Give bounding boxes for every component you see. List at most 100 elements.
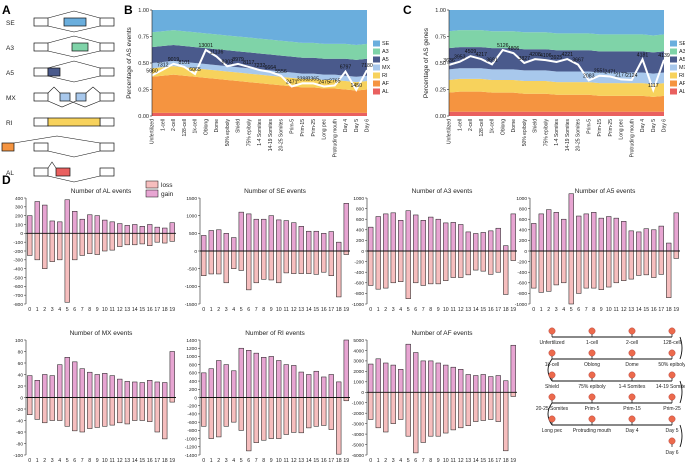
bar-gain [64, 357, 70, 398]
exon-right [99, 92, 115, 102]
legend-label-se: SE [382, 41, 390, 47]
bar-loss [420, 392, 426, 443]
bar-loss [261, 397, 267, 441]
y-tick-label: 1000 [353, 380, 364, 386]
bar-gain [321, 233, 327, 252]
x-tick-label: 2 [43, 458, 46, 464]
bar-loss [531, 250, 537, 289]
x-tick-label: Day 6 [365, 119, 371, 132]
exon-right [99, 67, 115, 77]
bar-chart-d-se: Number of SE events 1500 1000 500 0 -500 -1000… [185, 188, 350, 313]
legend-swatch-af [373, 80, 380, 87]
bar-gain [216, 229, 222, 252]
bar-loss [398, 392, 404, 420]
bar-gain [154, 226, 160, 234]
x-tick-label: 17 [328, 458, 334, 464]
x-tick-label: 14 [306, 307, 312, 313]
bar-gain [109, 221, 115, 234]
x-tick-label: Prim-5 [289, 119, 295, 134]
bar-gain [398, 369, 404, 393]
exon-right [99, 17, 115, 27]
x-tick-label: 19 [343, 307, 349, 313]
y-tick-label: -20 [16, 407, 23, 413]
bar-gain [643, 228, 649, 252]
y-tick-label: 0.50 [435, 61, 446, 67]
bar-loss [154, 233, 160, 243]
bar-loss [458, 250, 464, 278]
bar-loss [147, 397, 153, 422]
bar-gain [276, 219, 282, 252]
bar-loss [283, 397, 289, 435]
count-label: 1117 [648, 83, 659, 89]
y-tick-label: -800 [354, 291, 364, 297]
bar-loss [79, 397, 85, 433]
legend-label-ri: RI [679, 73, 685, 79]
bar-gain [343, 203, 349, 252]
x-tick-label: 11 [614, 307, 619, 313]
bar-loss [268, 250, 274, 281]
x-tick-label: 8 [429, 307, 432, 313]
bar-loss [480, 250, 486, 272]
y-axis-label: Percentage of AS genes [423, 27, 430, 98]
y-tick-label: -1000 [352, 302, 365, 308]
x-tick-label: 10 [443, 307, 449, 313]
x-tick-label: 1 [210, 307, 213, 313]
flow-turn [547, 358, 553, 382]
x-tick-label: 0 [369, 458, 372, 464]
count-label: 7232 [254, 63, 266, 69]
bar-gain [510, 213, 516, 252]
legend-label-a3: A3 [679, 49, 685, 55]
bar-gain [458, 224, 464, 252]
bar-gain [117, 223, 123, 234]
x-tick-label: 2-cell [468, 119, 474, 131]
x-tick-label: 128-cell [182, 119, 188, 137]
stage-marker [668, 371, 676, 379]
bar-loss [231, 397, 237, 423]
bar-loss [383, 250, 389, 289]
x-tick-label: Unfertilized [447, 119, 453, 144]
x-tick-label: 15 [643, 307, 649, 313]
bar-gain [658, 225, 664, 252]
count-label: 3398 [297, 76, 309, 82]
x-tick-label: 1-cell [160, 119, 166, 131]
y-tick-label: -80 [16, 441, 23, 447]
x-tick-label: 128-cell [479, 119, 485, 137]
y-tick-label: -200 [13, 249, 23, 255]
bar-gain [94, 215, 100, 234]
bar-loss [313, 397, 319, 427]
bar-chart-d-af: Number of AF events 5000 4000 3000 2000 1000 0… [352, 330, 517, 464]
bar-gain [413, 352, 419, 393]
x-tick-label: 9 [270, 458, 273, 464]
bar-gain [117, 378, 123, 398]
y-tick-label: 0 [20, 231, 23, 237]
bar-loss [336, 397, 342, 455]
x-tick-label: 20-25 Somites [279, 119, 285, 152]
x-tick-label: 7 [422, 307, 425, 313]
schematic-label-a5: A5 [6, 70, 14, 77]
bar-gain [495, 227, 501, 252]
bar-gain [405, 343, 411, 393]
chart-title: Number of MX events [70, 330, 134, 337]
bar-loss [643, 250, 649, 276]
stage-flow-diagram: Unfertilized 1-cell 2-cell 128-cell 50% epib… [536, 327, 685, 456]
legend-label-a3: A3 [382, 49, 389, 55]
bar-gain [576, 215, 582, 252]
x-tick-label: 0 [28, 307, 31, 313]
x-tick-label: 3 [392, 307, 395, 313]
area-ri [152, 66, 367, 91]
x-tick-label: 12 [291, 307, 297, 313]
y-tick-label: 200 [15, 213, 23, 219]
x-tick-label: 15 [480, 458, 486, 464]
x-tick-label: 14 [473, 458, 479, 464]
junction-arc [47, 60, 101, 69]
x-tick-label: 16 [321, 458, 327, 464]
x-tick-label: 17 [658, 307, 664, 313]
junction-arc [47, 175, 101, 183]
junction-arc [47, 10, 101, 19]
bar-gain [139, 226, 145, 234]
bar-loss [673, 250, 679, 259]
bar-gain [72, 361, 78, 398]
y-tick-label: -400 [517, 270, 527, 276]
bar-loss [132, 397, 138, 421]
